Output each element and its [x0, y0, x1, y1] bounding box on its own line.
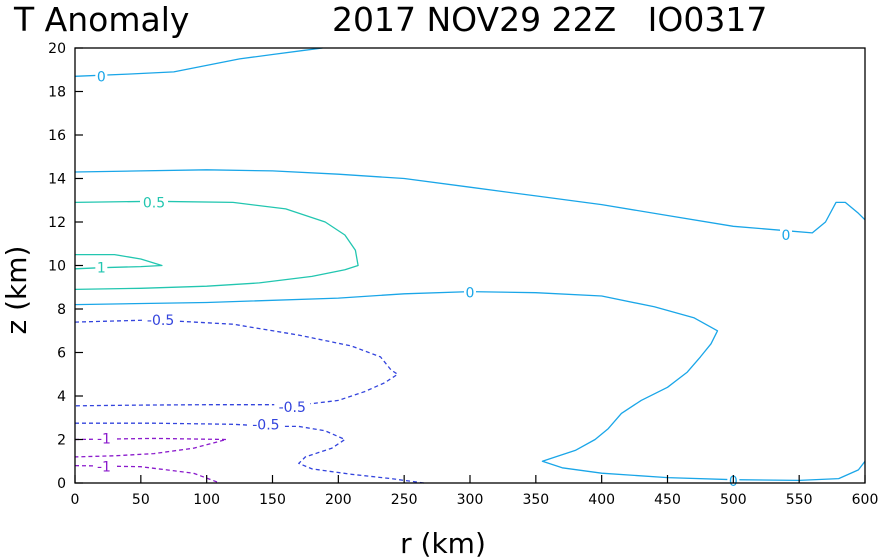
plot-frame [74, 47, 866, 484]
x-tick-label: 0 [71, 492, 80, 508]
x-tick-label: 550 [786, 492, 813, 508]
contour-label-background [93, 458, 114, 475]
contour-label: -0.5 [252, 417, 279, 433]
y-tick-label: 12 [48, 215, 66, 231]
contour-label-background [140, 194, 168, 211]
contour-line [74, 253, 163, 270]
contour-line [74, 290, 866, 482]
x-tick-label: 200 [325, 492, 352, 508]
contour-label: -1 [97, 431, 111, 447]
contour-label-background [142, 311, 179, 328]
contour-label-background [95, 259, 108, 276]
contour-label: 0 [466, 286, 475, 302]
y-tick-label: 0 [57, 476, 66, 492]
x-tick-label: 300 [457, 492, 484, 508]
contour-label: 0 [782, 228, 791, 244]
contour-labels: 00000.51-0.5-0.5-0.5-1-1 [93, 68, 792, 490]
x-tick-label: 150 [259, 492, 286, 508]
contour-line [74, 200, 359, 291]
x-tick-label: 450 [654, 492, 681, 508]
chart-title-left: T Anomaly [13, 0, 189, 39]
contour-label-background [93, 430, 114, 447]
contour-line [75, 422, 424, 484]
contour-line [74, 464, 221, 484]
y-tick-label: 20 [48, 41, 66, 57]
x-axis-ticks: 0 50 100 150 200 250 300 350 400 450 500 550 600 [71, 475, 879, 508]
chart-title-right: 2017 NOV29 22Z IO0317 [332, 0, 767, 39]
contour-label: -0.5 [279, 400, 306, 416]
contour-label-background [247, 416, 284, 433]
y-tick-label: 18 [48, 85, 66, 101]
x-tick-label: 500 [720, 492, 747, 508]
contour-label-background [95, 68, 108, 85]
contour-label: -0.5 [147, 313, 174, 329]
x-tick-label: 250 [391, 492, 418, 508]
contour-label-background [464, 284, 476, 301]
contour-label-background [780, 227, 792, 244]
contour-line [74, 437, 228, 458]
y-axis-ticks: 0 2 4 6 8 10 12 14 16 18 20 [48, 41, 83, 492]
contour-label: 0.5 [143, 195, 165, 211]
contour-line [74, 169, 866, 234]
y-tick-label: 16 [48, 128, 66, 144]
contour-line [74, 47, 323, 77]
x-tick-label: 600 [852, 492, 879, 508]
y-tick-label: 4 [57, 389, 66, 405]
y-tick-label: 14 [48, 172, 66, 188]
x-tick-label: 400 [588, 492, 615, 508]
y-tick-label: 2 [57, 433, 66, 449]
contour-line [74, 319, 399, 407]
x-tick-label: 50 [132, 492, 150, 508]
contour-label-background [274, 398, 311, 415]
contour-lines [74, 47, 866, 484]
contour-label: 0 [97, 69, 106, 85]
y-tick-label: 8 [57, 302, 66, 318]
x-tick-label: 100 [193, 492, 220, 508]
x-axis-label: r (km) [400, 527, 486, 559]
contour-label: 1 [97, 261, 106, 277]
y-axis-label: z (km) [0, 246, 33, 335]
y-tick-label: 10 [48, 259, 66, 275]
y-tick-label: 6 [57, 346, 66, 362]
contour-label: -1 [97, 460, 111, 476]
x-tick-label: 350 [522, 492, 549, 508]
